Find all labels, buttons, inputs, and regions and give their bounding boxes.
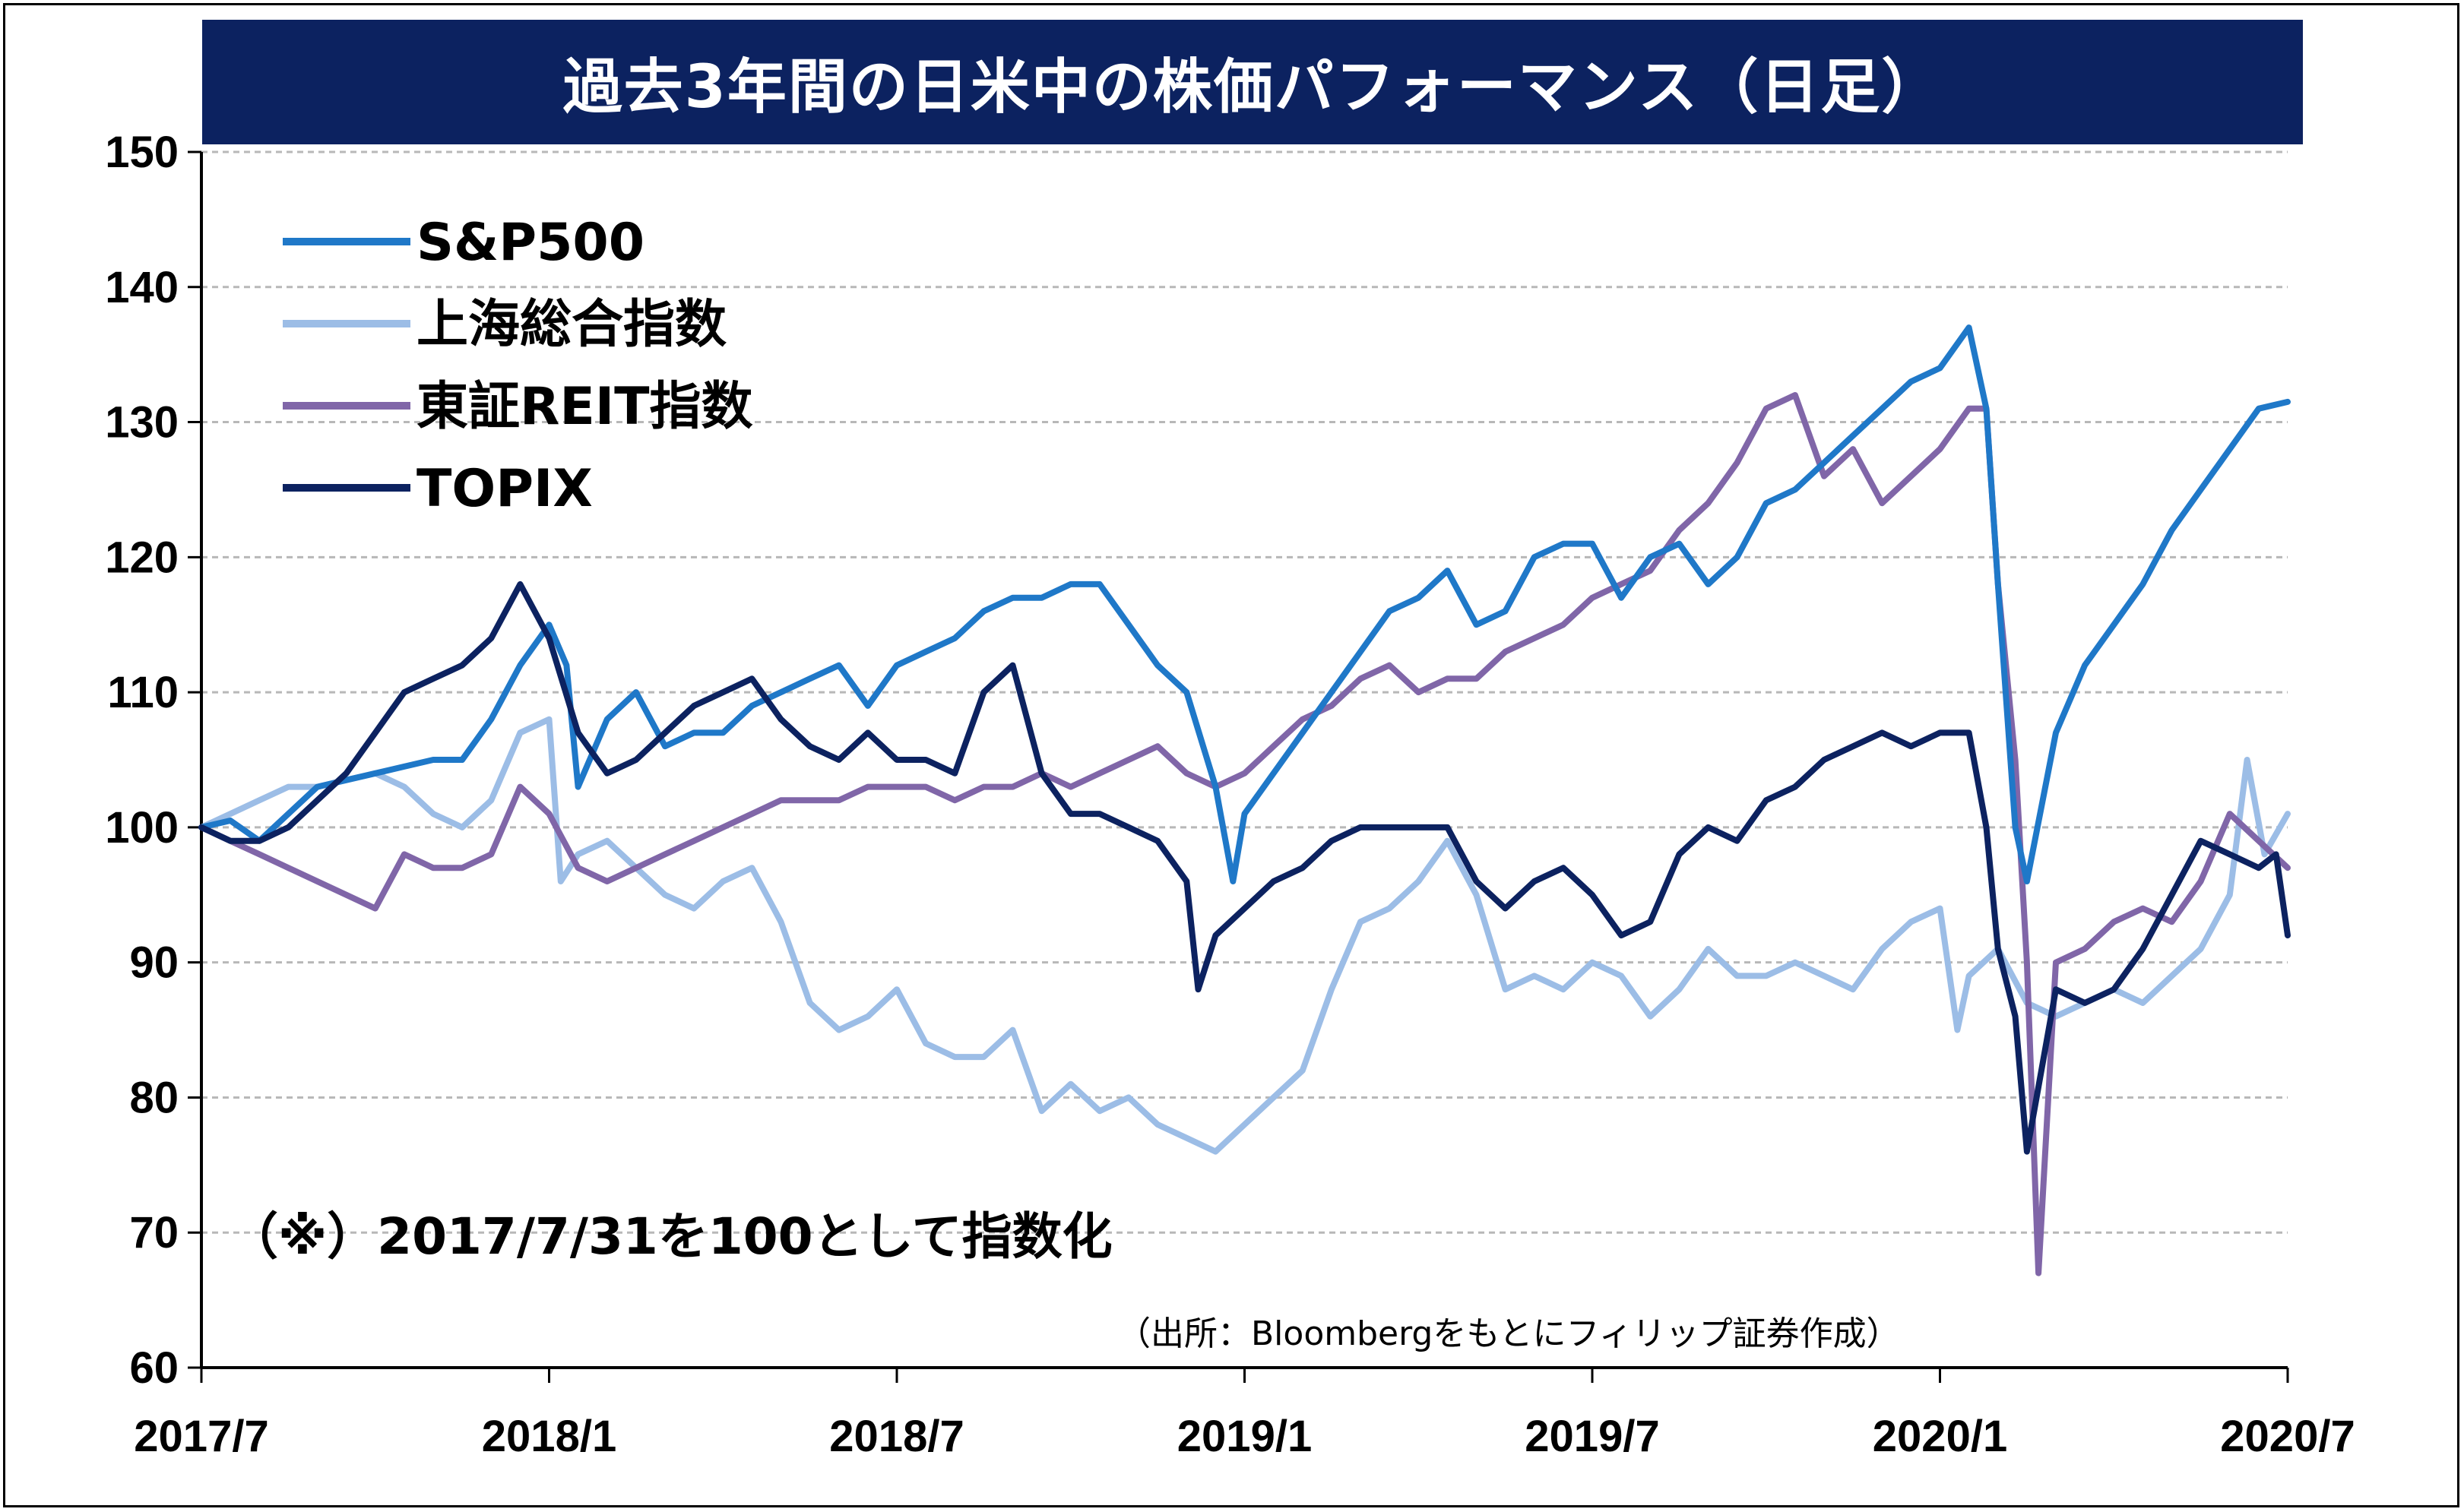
- x-tick-label: 2020/7: [2220, 1412, 2355, 1461]
- y-tick-label: 140: [105, 263, 179, 312]
- index-note: （※）2017/7/31を100として指数化: [228, 1207, 1113, 1266]
- chart-title: 過去3年間の日米中の株価パフォーマンス（日足）: [562, 53, 1943, 122]
- x-tick-label: 2020/1: [1873, 1412, 2007, 1461]
- series-line-1: [198, 716, 2291, 1155]
- y-tick-label: 110: [107, 668, 179, 717]
- series-lines: [198, 324, 2291, 1276]
- legend-label: 東証REIT指数: [416, 377, 753, 437]
- y-tick-label: 130: [105, 398, 179, 448]
- series-line-3: [198, 580, 2291, 1155]
- x-tick-label: 2018/7: [829, 1412, 964, 1461]
- series-line-0: [198, 324, 2291, 884]
- y-axis-ticks: 60 70 80 90 100 110 120 130 140 150: [105, 128, 201, 1393]
- y-tick-label: 70: [129, 1208, 179, 1257]
- x-tick-label: 2019/1: [1177, 1412, 1312, 1461]
- chart-frame: [3, 3, 2459, 1507]
- gridlines: [201, 150, 2288, 1234]
- chart-title-bar: 過去3年間の日米中の株価パフォーマンス（日足）: [202, 20, 2303, 144]
- source-note: （出所：Bloombergをもとにフィリップ証券作成）: [1117, 1314, 1900, 1353]
- x-tick-label: 2018/1: [482, 1412, 616, 1461]
- x-tick-label: 2019/7: [1525, 1412, 1659, 1461]
- legend-label: 上海総合指数: [416, 295, 727, 355]
- x-tick-label: 2017/7: [134, 1412, 268, 1461]
- legend-label: S&P500: [416, 213, 645, 273]
- y-tick-label: 90: [129, 938, 179, 988]
- y-tick-label: 150: [105, 128, 179, 177]
- y-tick-label: 100: [105, 803, 179, 852]
- legend-label: TOPIX: [416, 459, 593, 519]
- y-tick-label: 60: [129, 1343, 179, 1393]
- y-tick-label: 120: [105, 533, 179, 582]
- series-line-2: [198, 392, 2291, 1276]
- x-axis-ticks: 2017/7 2018/1 2018/7 2019/1 2019/7 2020/1 2020…: [134, 1368, 2355, 1461]
- y-tick-label: 80: [129, 1073, 179, 1122]
